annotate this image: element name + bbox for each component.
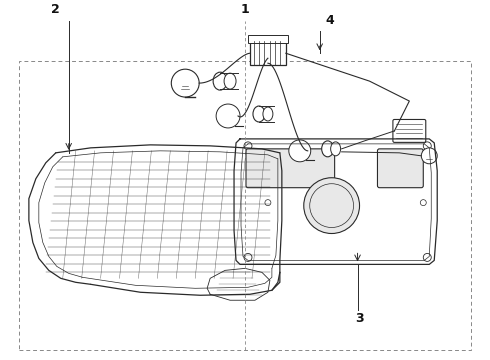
Circle shape [421, 148, 437, 164]
Circle shape [423, 253, 431, 261]
Text: 4: 4 [325, 14, 334, 27]
Circle shape [304, 178, 360, 234]
Circle shape [420, 200, 426, 206]
Ellipse shape [224, 73, 236, 89]
FancyBboxPatch shape [246, 149, 335, 188]
Text: 3: 3 [355, 312, 364, 325]
Circle shape [216, 104, 240, 128]
Bar [250, 41, 286, 65]
Bar [19, 61, 471, 350]
Bar [248, 35, 288, 43]
Circle shape [289, 140, 311, 162]
Text: 1: 1 [241, 3, 249, 17]
Circle shape [172, 69, 199, 97]
Ellipse shape [253, 106, 265, 122]
Circle shape [423, 142, 431, 150]
FancyBboxPatch shape [377, 149, 423, 188]
Text: 2: 2 [51, 3, 60, 17]
Ellipse shape [213, 72, 227, 90]
Ellipse shape [263, 107, 273, 121]
Ellipse shape [331, 142, 341, 156]
Ellipse shape [322, 141, 334, 157]
Circle shape [244, 253, 252, 261]
Circle shape [244, 142, 252, 150]
FancyBboxPatch shape [393, 120, 426, 143]
Circle shape [265, 200, 271, 206]
